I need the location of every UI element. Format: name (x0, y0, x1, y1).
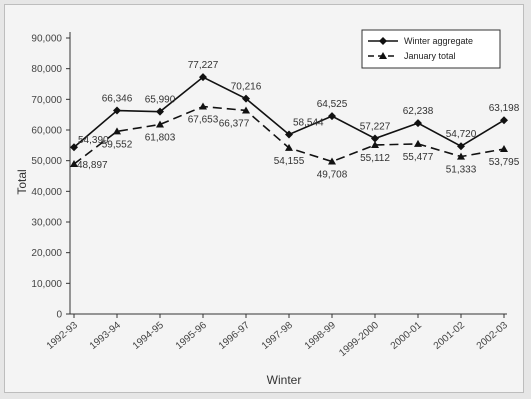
winter-aggregate-data-label: 54,720 (446, 129, 477, 140)
winter-aggregate-point (156, 107, 164, 116)
january-total-data-label: 51,333 (446, 165, 477, 176)
january-total-data-label: 67,653 (188, 115, 219, 126)
x-tick-label: 1996-97 (217, 320, 253, 352)
x-tick-label: 2000-01 (389, 320, 425, 352)
y-tick-label: 70,000 (31, 95, 62, 106)
winter-aggregate-data-label: 62,238 (403, 106, 434, 117)
legend-box (361, 29, 501, 69)
y-tick-label: 90,000 (31, 34, 62, 45)
january-total-data-label: 49,708 (317, 170, 348, 181)
january-total-point (156, 120, 164, 128)
winter-aggregate-data-label: 63,198 (489, 103, 520, 114)
x-tick-label: 1999-2000 (337, 320, 381, 359)
y-tick-label: 50,000 (31, 156, 62, 167)
legend-label-january-total: January total (404, 51, 456, 61)
chart-frame (4, 4, 524, 393)
x-tick-label: 2002-03 (475, 320, 511, 352)
x-tick-label: 1993-94 (88, 320, 124, 352)
january-total-data-label: 61,803 (145, 132, 176, 143)
january-total-point (113, 127, 121, 135)
january-total-point (414, 139, 422, 147)
january-total-point (285, 143, 293, 151)
legend-marker-diamond (379, 37, 387, 45)
x-axis-ticks: 1992-93 1993-94 1994-95 1995-96 1996-97 1997-… (45, 314, 511, 359)
y-tick-label: 80,000 (31, 64, 62, 75)
axes (69, 32, 507, 315)
x-tick-label: 1997-98 (260, 320, 296, 352)
january-total-point (500, 145, 508, 153)
x-tick-label: 2001-02 (432, 320, 468, 352)
winter-aggregate-point (414, 119, 422, 128)
y-axis-title: Total (15, 169, 29, 194)
legend-label-winter-aggregate: Winter aggregate (404, 36, 473, 46)
y-axis-ticks: 0 10,000 20,000 30,000 40,000 50,000 60,000 70,… (31, 34, 70, 321)
winter-aggregate-point (199, 73, 207, 82)
y-tick-label: 0 (56, 310, 62, 321)
x-tick-label: 1995-96 (174, 320, 210, 352)
winter-aggregate-point (328, 112, 336, 121)
january-total-point (70, 160, 78, 168)
winter-aggregate-data-label: 66,346 (102, 94, 133, 105)
winter-aggregate-point (285, 130, 293, 139)
winter-aggregate-data-label: 65,990 (145, 95, 176, 106)
january-total-data-label: 54,155 (274, 156, 305, 167)
y-tick-label: 10,000 (31, 279, 62, 290)
january-total-data-label: 53,795 (489, 157, 520, 168)
january-total-data-label: 66,377 (219, 118, 250, 129)
winter-aggregate-data-label: 58,544 (293, 117, 324, 128)
january-total-point (328, 157, 336, 165)
winter-aggregate-data-label: 57,227 (360, 122, 391, 133)
january-total-data-label: 55,112 (360, 153, 390, 164)
y-tick-label: 40,000 (31, 187, 62, 198)
winter-aggregate-data-label: 77,227 (188, 60, 219, 71)
winter-aggregate-point (70, 143, 78, 152)
january-total-point (242, 106, 250, 114)
january-total-data-label: 55,477 (403, 152, 434, 163)
winter-aggregate-point (500, 116, 508, 125)
y-tick-label: 60,000 (31, 126, 62, 137)
january-total-point (199, 102, 207, 110)
y-tick-label: 20,000 (31, 248, 62, 259)
winter-aggregate-point (242, 94, 250, 103)
winter-aggregate-point (457, 142, 465, 151)
january-total-point (457, 152, 465, 160)
data-labels: 54,390 66,346 65,990 77,227 70,216 58,544 64,5… (77, 60, 520, 180)
january-total-data-label: 59,552 (102, 139, 133, 150)
winter-aggregate-point (371, 134, 379, 143)
winter-aggregate-data-label: 70,216 (231, 82, 262, 93)
legend: Winter aggregate January total (361, 29, 501, 69)
x-axis-title: Winter (267, 373, 302, 387)
winter-aggregate-data-label: 64,525 (317, 99, 348, 110)
january-total-point (371, 140, 379, 148)
x-tick-label: 1998-99 (303, 320, 339, 352)
january-total-data-label: 48,897 (77, 160, 108, 171)
winter-aggregate-point (113, 106, 121, 115)
series-layer (70, 73, 508, 168)
x-tick-label: 1994-95 (131, 320, 167, 352)
x-tick-label: 1992-93 (45, 320, 81, 352)
legend-marker-triangle (379, 52, 387, 59)
y-tick-label: 30,000 (31, 218, 62, 229)
winter-aggregate-data-label: 54,390 (78, 135, 109, 146)
